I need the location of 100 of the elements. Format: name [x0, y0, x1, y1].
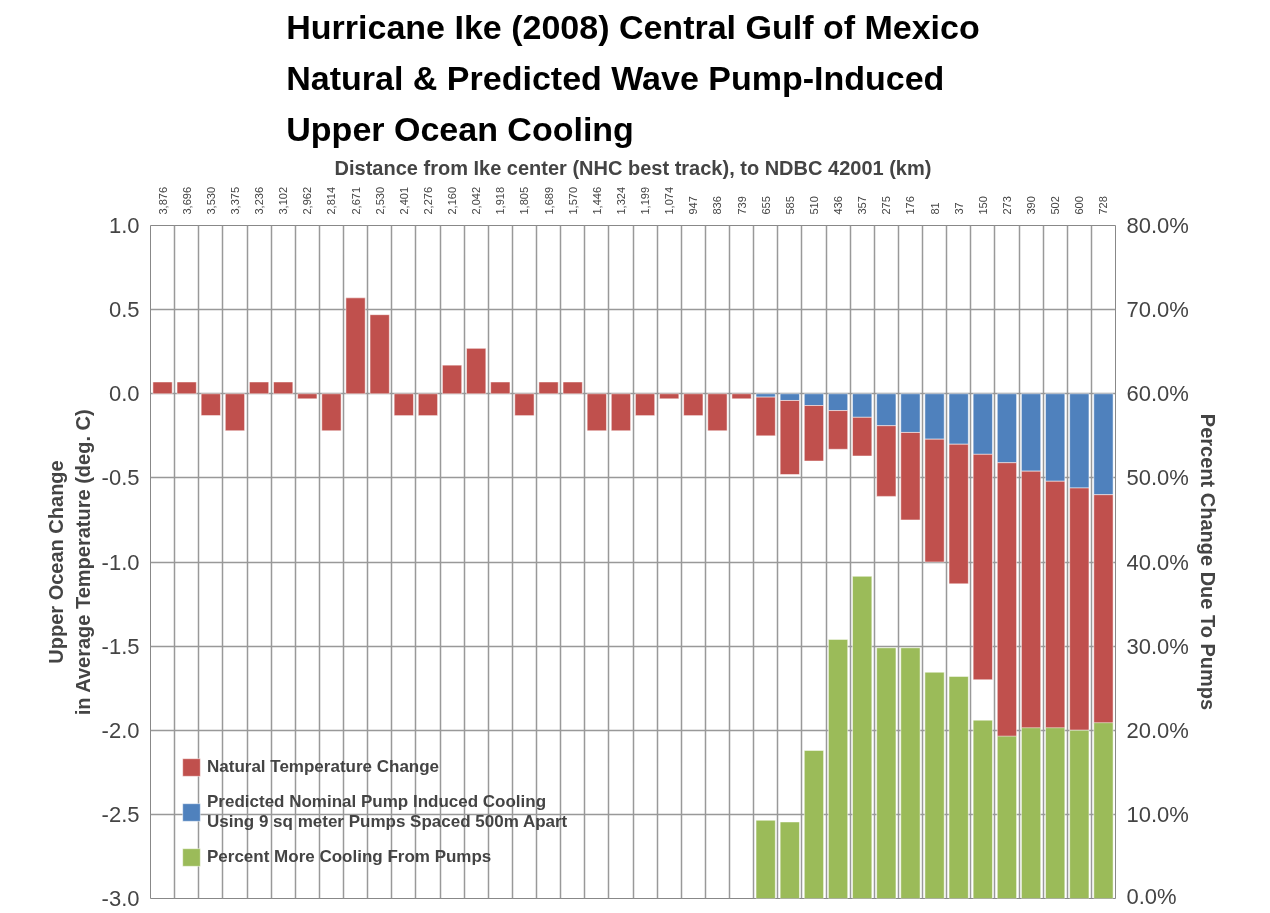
- bar: [900, 647, 921, 899]
- x-tick-label: 2,814: [325, 186, 338, 215]
- x-tick-label: 502: [1049, 196, 1062, 215]
- y-axis-title: Upper Ocean Change in Average Temperature (deg. C): [45, 409, 94, 716]
- bar: [804, 750, 824, 899]
- chart-title: Hurricane Ike (2008) Central Gulf of Mexico Natural & Predicted Wave Pump-Induced Upper Ocean Cooling: [286, 7, 980, 149]
- x-tick-label: 1,199: [639, 186, 652, 215]
- y2-tick-label: 40.0%: [1126, 549, 1189, 575]
- x-tick-label: 1,918: [494, 186, 507, 215]
- bar: [779, 821, 800, 899]
- bar: [611, 393, 631, 432]
- bar: [273, 381, 294, 394]
- x-tick-label: 585: [783, 196, 796, 215]
- bar: [828, 639, 848, 899]
- y2-tick-label: 30.0%: [1126, 633, 1189, 659]
- y-tick-label: 1.0: [108, 213, 140, 238]
- x-tick-label: 3,530: [204, 186, 217, 215]
- x-tick-label: 37: [952, 202, 965, 215]
- bar: [852, 576, 873, 899]
- bar: [490, 381, 511, 394]
- x-tick-label: 436: [832, 196, 845, 215]
- bar: [635, 393, 655, 416]
- bar: [466, 348, 487, 394]
- x-tick-label: 150: [976, 196, 989, 215]
- x-tick-label: 655: [759, 196, 772, 215]
- bar: [707, 393, 728, 432]
- x-tick-label: 2,962: [301, 186, 314, 215]
- x-tick-label: 1,446: [590, 186, 603, 215]
- bar: [562, 381, 583, 394]
- x-tick-label: 600: [1073, 196, 1086, 215]
- legend-label: Natural Temperature Change: [207, 757, 440, 777]
- x-tick-label: 1,689: [542, 186, 555, 215]
- x-tick-label: 2,042: [470, 186, 483, 215]
- x-tick-label: 2,401: [397, 186, 410, 215]
- bar: [345, 297, 366, 394]
- bar: [683, 393, 704, 416]
- x-tick-label: 739: [735, 196, 748, 215]
- bar: [876, 647, 897, 899]
- bar: [538, 381, 559, 394]
- bar: [924, 671, 945, 899]
- x-tick-label: 2,530: [373, 186, 386, 215]
- y2-axis-title: Percent Change Due To Pumps: [1196, 413, 1219, 711]
- y-tick-label: -3.0: [101, 886, 140, 911]
- y2-tick-label: 0.0%: [1126, 883, 1177, 909]
- bar: [972, 719, 993, 899]
- y2-tick-label: 60.0%: [1126, 381, 1189, 407]
- bar: [659, 393, 680, 400]
- bar: [442, 364, 462, 394]
- y-tick-label: -0.5: [101, 465, 140, 491]
- bar: [731, 393, 752, 400]
- x-tick-label: 2,276: [421, 186, 434, 215]
- y2-tick-label: 70.0%: [1126, 297, 1189, 323]
- x-tick-label: 390: [1025, 196, 1038, 215]
- bar: [152, 381, 173, 394]
- y2-tick-label: 10.0%: [1126, 801, 1189, 827]
- y2-tick-label: 50.0%: [1126, 465, 1189, 491]
- y-tick-label: -1.0: [101, 549, 140, 575]
- x-tick-label: 2,671: [349, 186, 362, 215]
- y-tick-label: 0.5: [108, 297, 140, 323]
- bar: [948, 676, 969, 899]
- x-tick-label: 1,805: [518, 186, 531, 215]
- x-tick-label: 3,236: [253, 186, 266, 215]
- bar: [200, 393, 221, 416]
- x-tick-label: 275: [880, 196, 893, 215]
- x-tick-label: 728: [1097, 196, 1110, 215]
- bar: [393, 393, 414, 416]
- x-tick-label: 1,570: [566, 186, 579, 215]
- x-tick-label: 273: [1000, 196, 1013, 215]
- x-tick-label: 947: [687, 196, 700, 215]
- bar: [369, 314, 390, 394]
- bar: [321, 393, 342, 432]
- y-tick-label: 0.0: [108, 381, 140, 407]
- y2-tick-label: 20.0%: [1126, 717, 1189, 743]
- x-tick-label: 2,160: [446, 186, 459, 215]
- bar: [755, 820, 776, 899]
- bar: [586, 393, 607, 432]
- x-tick-label: 357: [856, 196, 869, 215]
- x-axis-title: Distance from Ike center (NHC best track), to NDBC 42001 (km): [334, 156, 932, 179]
- x-tick-label: 3,375: [228, 186, 241, 215]
- x-tick-label: 81: [928, 202, 941, 215]
- y-tick-label: -2.5: [101, 801, 140, 827]
- x-tick-label: 1,324: [614, 186, 627, 215]
- bar: [514, 393, 535, 416]
- x-tick-label: 3,102: [277, 186, 290, 215]
- bar: [249, 381, 269, 394]
- legend-label: Predicted Nominal Pump Induced Cooling Using 9 sq meter Pumps Spaced 500m Apart: [207, 792, 568, 832]
- x-tick-label: 3,876: [156, 186, 169, 215]
- y-tick-label: -1.5: [101, 633, 140, 659]
- y2-tick-label: 80.0%: [1126, 213, 1189, 238]
- y-tick-label: -2.0: [101, 717, 140, 743]
- legend-label: Percent More Cooling From Pumps: [207, 847, 492, 867]
- x-tick-label: 3,696: [180, 186, 193, 215]
- bar: [755, 396, 776, 437]
- x-tick-label: 1,074: [663, 186, 676, 215]
- x-tick-label: 176: [904, 196, 917, 215]
- x-tick-label: 836: [711, 196, 724, 215]
- bar: [176, 381, 197, 394]
- bar: [297, 393, 318, 400]
- bar: [418, 393, 438, 416]
- bar: [225, 393, 245, 432]
